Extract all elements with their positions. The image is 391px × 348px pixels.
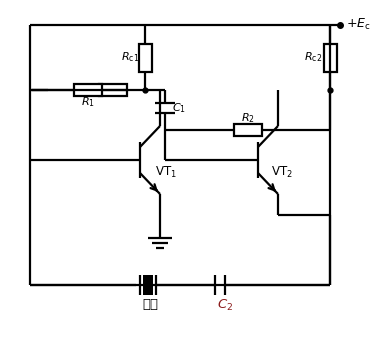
Text: $C_2$: $C_2$ xyxy=(217,298,233,313)
Bar xyxy=(99,84,127,96)
Bar xyxy=(233,124,262,136)
Bar xyxy=(138,44,151,71)
Bar xyxy=(323,44,337,71)
Text: 晶体: 晶体 xyxy=(142,299,158,311)
Text: $R_{\rm c1}$: $R_{\rm c1}$ xyxy=(121,50,139,64)
Text: $\rm VT_1$: $\rm VT_1$ xyxy=(155,165,177,180)
Text: $\rm VT_2$: $\rm VT_2$ xyxy=(271,165,293,180)
Text: $R_1$: $R_1$ xyxy=(81,95,95,109)
Text: $R_2$: $R_2$ xyxy=(240,111,255,125)
Text: $+E_{\rm c}$: $+E_{\rm c}$ xyxy=(346,16,371,32)
Text: $R_{\rm c2}$: $R_{\rm c2}$ xyxy=(304,50,322,64)
Bar xyxy=(74,84,102,96)
Text: $C_1$: $C_1$ xyxy=(172,101,186,115)
Bar xyxy=(143,275,153,295)
